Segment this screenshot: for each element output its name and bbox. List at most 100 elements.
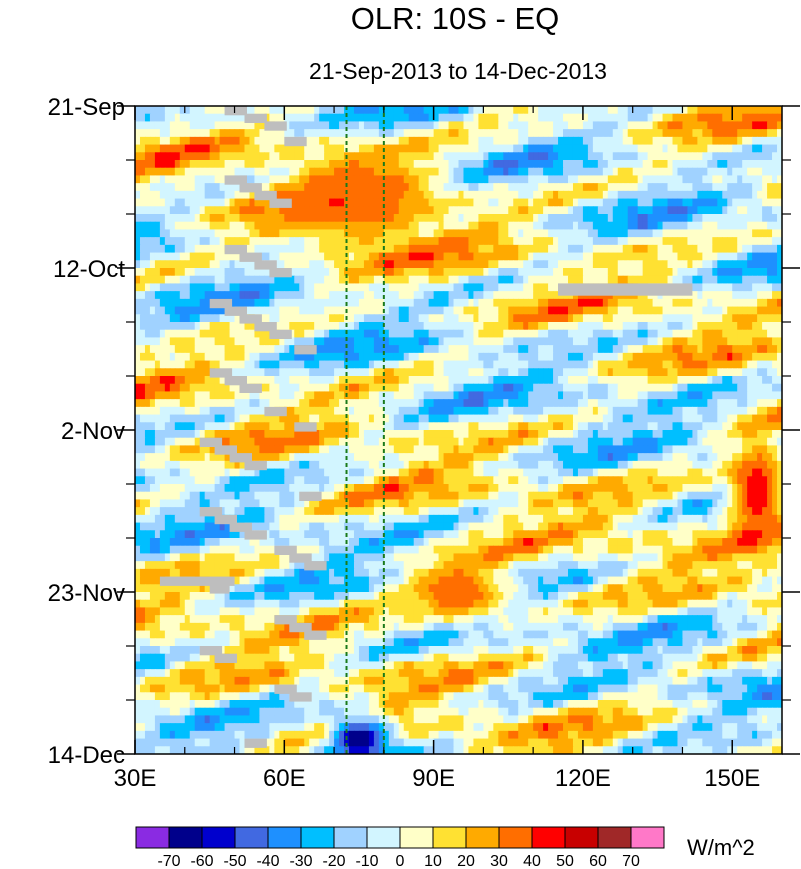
heat-cell	[413, 345, 420, 354]
heat-cell	[383, 376, 390, 385]
heat-cell	[353, 376, 360, 385]
heat-cell	[209, 160, 216, 169]
heat-cell	[299, 244, 305, 254]
heat-cell	[592, 121, 599, 130]
heat-cell	[428, 352, 435, 362]
heat-cell	[747, 291, 753, 300]
heat-cell	[478, 129, 484, 138]
heat-cell	[682, 337, 689, 346]
heat-cell	[418, 291, 425, 300]
heat-cell	[607, 329, 614, 339]
heat-cell	[344, 360, 350, 369]
heat-cell	[642, 376, 649, 385]
heat-cell	[144, 399, 151, 408]
heat-cell	[558, 345, 564, 354]
heat-cell	[224, 283, 231, 292]
heat-cell	[468, 175, 475, 184]
heat-cell	[438, 252, 445, 261]
heat-cell	[418, 252, 425, 261]
heat-cell	[732, 322, 738, 331]
heat-cell	[717, 345, 723, 354]
heat-cell	[627, 260, 634, 269]
heat-cell	[179, 275, 186, 285]
heat-cell	[135, 360, 141, 369]
heat-cell	[368, 214, 375, 223]
heat-cell	[269, 352, 275, 362]
heat-cell	[652, 214, 659, 223]
heat-cell	[269, 252, 275, 261]
heat-cell	[548, 198, 554, 207]
heat-cell	[473, 136, 480, 146]
heat-cell	[353, 144, 360, 153]
heat-cell	[304, 229, 310, 238]
heat-cell	[757, 198, 763, 207]
heat-cell	[159, 314, 166, 323]
heat-cell	[747, 167, 753, 177]
heat-cell	[418, 314, 425, 323]
heat-cell	[249, 106, 256, 115]
heat-cell	[189, 314, 196, 323]
heat-cell	[747, 329, 753, 339]
heat-cell	[294, 275, 300, 285]
heat-cell	[184, 399, 191, 408]
heat-cell	[339, 306, 345, 315]
heat-cell	[777, 214, 782, 223]
heat-cell	[597, 322, 604, 331]
heat-cell	[299, 183, 305, 192]
heat-cell	[523, 206, 529, 215]
heat-cell	[403, 345, 410, 354]
heat-cell	[558, 144, 564, 153]
heat-cell	[314, 399, 320, 408]
heat-cell	[543, 167, 549, 177]
heat-cell	[732, 160, 738, 169]
heat-cell	[483, 268, 489, 277]
heat-cell	[413, 368, 420, 377]
heat-cell	[767, 291, 773, 300]
heat-cell	[139, 167, 146, 177]
heat-cell	[259, 314, 265, 323]
heat-cell	[548, 268, 554, 277]
heat-cell	[747, 160, 753, 169]
heat-cell	[707, 329, 713, 339]
heat-cell	[493, 306, 499, 315]
heat-cell	[453, 298, 460, 308]
heat-cell	[368, 144, 375, 153]
heat-cell	[214, 352, 221, 362]
heat-cell	[702, 160, 708, 169]
heat-cell	[189, 152, 196, 161]
heat-cell	[438, 360, 445, 369]
heat-cell	[657, 337, 664, 346]
heat-cell	[617, 214, 624, 223]
heat-cell	[433, 175, 440, 184]
heat-cell	[264, 360, 270, 369]
heat-cell	[169, 306, 176, 315]
heat-cell	[438, 229, 445, 238]
heat-cell	[329, 399, 335, 408]
heat-cell	[264, 329, 270, 339]
heat-cell	[398, 121, 405, 130]
heat-cell	[577, 345, 584, 354]
heat-cell	[642, 221, 649, 231]
heat-cell	[179, 252, 186, 261]
heat-cell	[149, 260, 156, 269]
heat-cell	[378, 152, 385, 161]
heat-cell	[349, 376, 355, 385]
heat-cell	[304, 183, 310, 192]
heat-cell	[752, 268, 758, 277]
heat-cell	[727, 283, 733, 292]
heat-cell	[388, 244, 395, 254]
heat-cell	[478, 352, 484, 362]
heat-cell	[398, 283, 405, 292]
heat-cell	[662, 160, 669, 169]
heat-cell	[438, 306, 445, 315]
heat-cell	[543, 391, 549, 400]
heat-cell	[214, 345, 221, 354]
heat-cell	[209, 329, 216, 339]
heat-cell	[652, 113, 659, 123]
heat-cell	[692, 229, 698, 238]
heat-cell	[508, 291, 514, 300]
heat-cell	[363, 244, 370, 254]
heat-cell	[259, 121, 265, 130]
heat-cell	[423, 329, 430, 339]
heat-cell	[204, 376, 211, 385]
